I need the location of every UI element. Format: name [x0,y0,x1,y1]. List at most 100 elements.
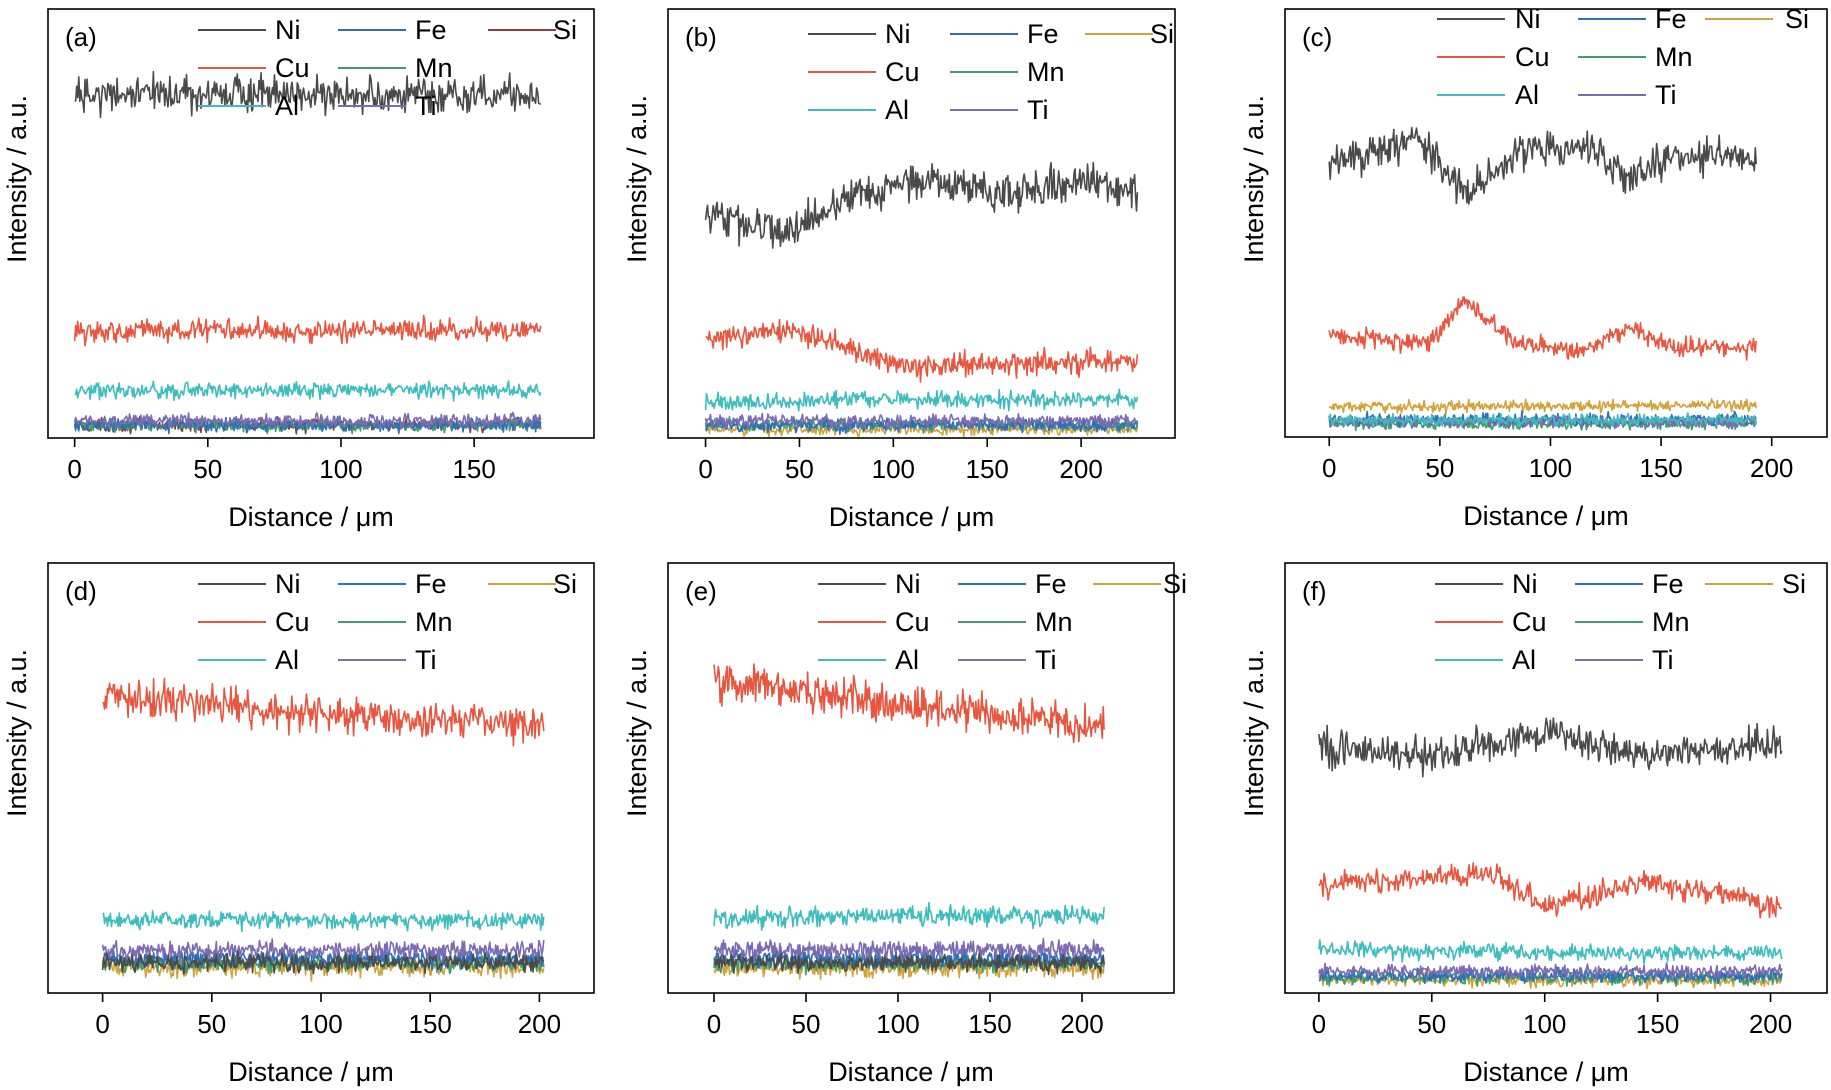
legend-label-ni: Ni [895,569,921,599]
x-tick-label: 100 [299,1009,342,1039]
legend-label-al: Al [895,645,919,675]
legend-label-mn: Mn [1655,42,1693,72]
legend-label-ti: Ti [1027,95,1049,125]
legend-label-cu: Cu [1515,42,1550,72]
series-line-al [713,901,1105,932]
plot-frame [47,8,595,439]
y-axis-label: Intensity / a.u. [1239,649,1269,817]
legend-label-fe: Fe [1652,569,1684,599]
legend-label-mn: Mn [1652,607,1690,637]
x-tick-label: 200 [1059,454,1102,484]
x-tick-label: 100 [872,454,915,484]
series-line-al [704,388,1139,412]
series-line-cu [73,314,542,347]
legend: Ni Fe Si Cu Mn Al Ti [1437,4,1809,110]
legend: Ni Fe Si Cu Mn Al Ti [198,569,577,675]
legend-label-ti: Ti [1652,645,1674,675]
series-line-cu [713,663,1105,744]
panel-label: (c) [1302,22,1332,52]
legend-label-cu: Cu [275,607,310,637]
series-line-ni [101,950,545,975]
x-tick-label: 150 [966,454,1009,484]
series-line-ti [73,411,542,431]
legend-label-al: Al [885,95,909,125]
x-tick-label: 200 [1750,453,1793,483]
series-line-ni [713,952,1105,976]
x-tick-label: 50 [1417,1009,1446,1039]
legend-label-mn: Mn [1027,57,1065,87]
legend-label-si: Si [553,15,577,45]
legend-label-ni: Ni [275,15,301,45]
y-axis-label: Intensity / a.u. [2,649,32,817]
x-tick-label: 50 [785,454,814,484]
panel-label: (b) [685,22,717,52]
series-line-si [1318,971,1783,990]
chart-panel-1: 0 50 100 150 200 Distance / μm Intensity / a.u… [622,8,1176,532]
x-tick-label: 150 [968,1009,1011,1039]
legend-label-mn: Mn [415,607,453,637]
legend-label-ni: Ni [1512,569,1538,599]
chart-panel-3: 0 50 100 150 200 Distance / μm Intensity / a.u… [2,562,595,1087]
legend-label-si: Si [1163,569,1187,599]
legend-label-fe: Fe [415,569,447,599]
legend-label-fe: Fe [1027,19,1059,49]
series-line-ti [101,938,545,963]
x-axis-label: Distance / μm [1463,1057,1629,1087]
legend: Ni Fe Si Cu Mn Al Ti [818,569,1187,675]
plot-frame [667,562,1175,994]
x-tick-label: 100 [876,1009,919,1039]
legend: Ni Fe Si Cu Mn Al Ti [808,19,1174,125]
series-line-ni [704,161,1139,249]
legend-label-fe: Fe [1035,569,1067,599]
x-tick-label: 200 [518,1009,561,1039]
x-tick-label: 0 [67,454,81,484]
legend: Ni Fe Si Cu Mn Al Ti [1435,569,1806,675]
panel-label: (f) [1302,576,1327,606]
legend-label-cu: Cu [895,607,930,637]
y-axis-label: Intensity / a.u. [2,95,32,263]
x-tick-label: 0 [1322,453,1336,483]
legend-label-mn: Mn [1035,607,1073,637]
series-line-si [713,954,1105,981]
panel-label: (a) [65,22,97,52]
legend-label-ti: Ti [1035,645,1057,675]
legend-label-si: Si [1150,19,1174,49]
y-axis-label: Intensity / a.u. [622,649,652,817]
panel-label: (d) [65,576,97,606]
plot-frame [1284,8,1828,438]
legend-label-ti: Ti [415,645,437,675]
series-line-cu [102,677,545,747]
y-axis-label: Intensity / a.u. [1239,95,1269,263]
series-line-al [74,380,542,402]
chart-panel-0: 0 50 100 150 Distance / μm Intensity / a.u. (a… [2,8,595,532]
x-axis-label: Distance / μm [829,502,995,532]
legend-label-mn: Mn [415,53,453,83]
legend-label-ti: Ti [415,91,437,121]
x-tick-label: 50 [792,1009,821,1039]
x-tick-label: 200 [1749,1009,1792,1039]
series-line-fe [1318,966,1783,985]
plot-frame [667,8,1176,439]
legend-label-al: Al [1512,645,1536,675]
legend-label-si: Si [1785,4,1809,34]
legend-label-al: Al [1515,80,1539,110]
x-tick-label: 150 [409,1009,452,1039]
chart-panel-5: 0 50 100 150 200 Distance / μm Intensity / a.u… [1239,562,1828,1087]
legend-label-fe: Fe [415,15,447,45]
series-line-ti [1318,962,1783,980]
series-line-ni [74,70,541,119]
legend-label-ni: Ni [885,19,911,49]
x-tick-label: 150 [1636,1009,1679,1039]
y-axis-label: Intensity / a.u. [622,95,652,263]
series-line-cu [1318,862,1783,919]
x-tick-label: 100 [1523,1009,1566,1039]
x-tick-label: 0 [698,454,712,484]
plot-frame [47,562,595,994]
series-line-ni [1328,126,1757,205]
x-tick-label: 150 [452,454,495,484]
x-tick-label: 150 [1639,453,1682,483]
series-line-cu [705,318,1139,383]
legend: Ni Fe Si Cu Mn Al Ti [198,15,577,121]
x-tick-label: 50 [1425,453,1454,483]
x-tick-label: 0 [1312,1009,1326,1039]
